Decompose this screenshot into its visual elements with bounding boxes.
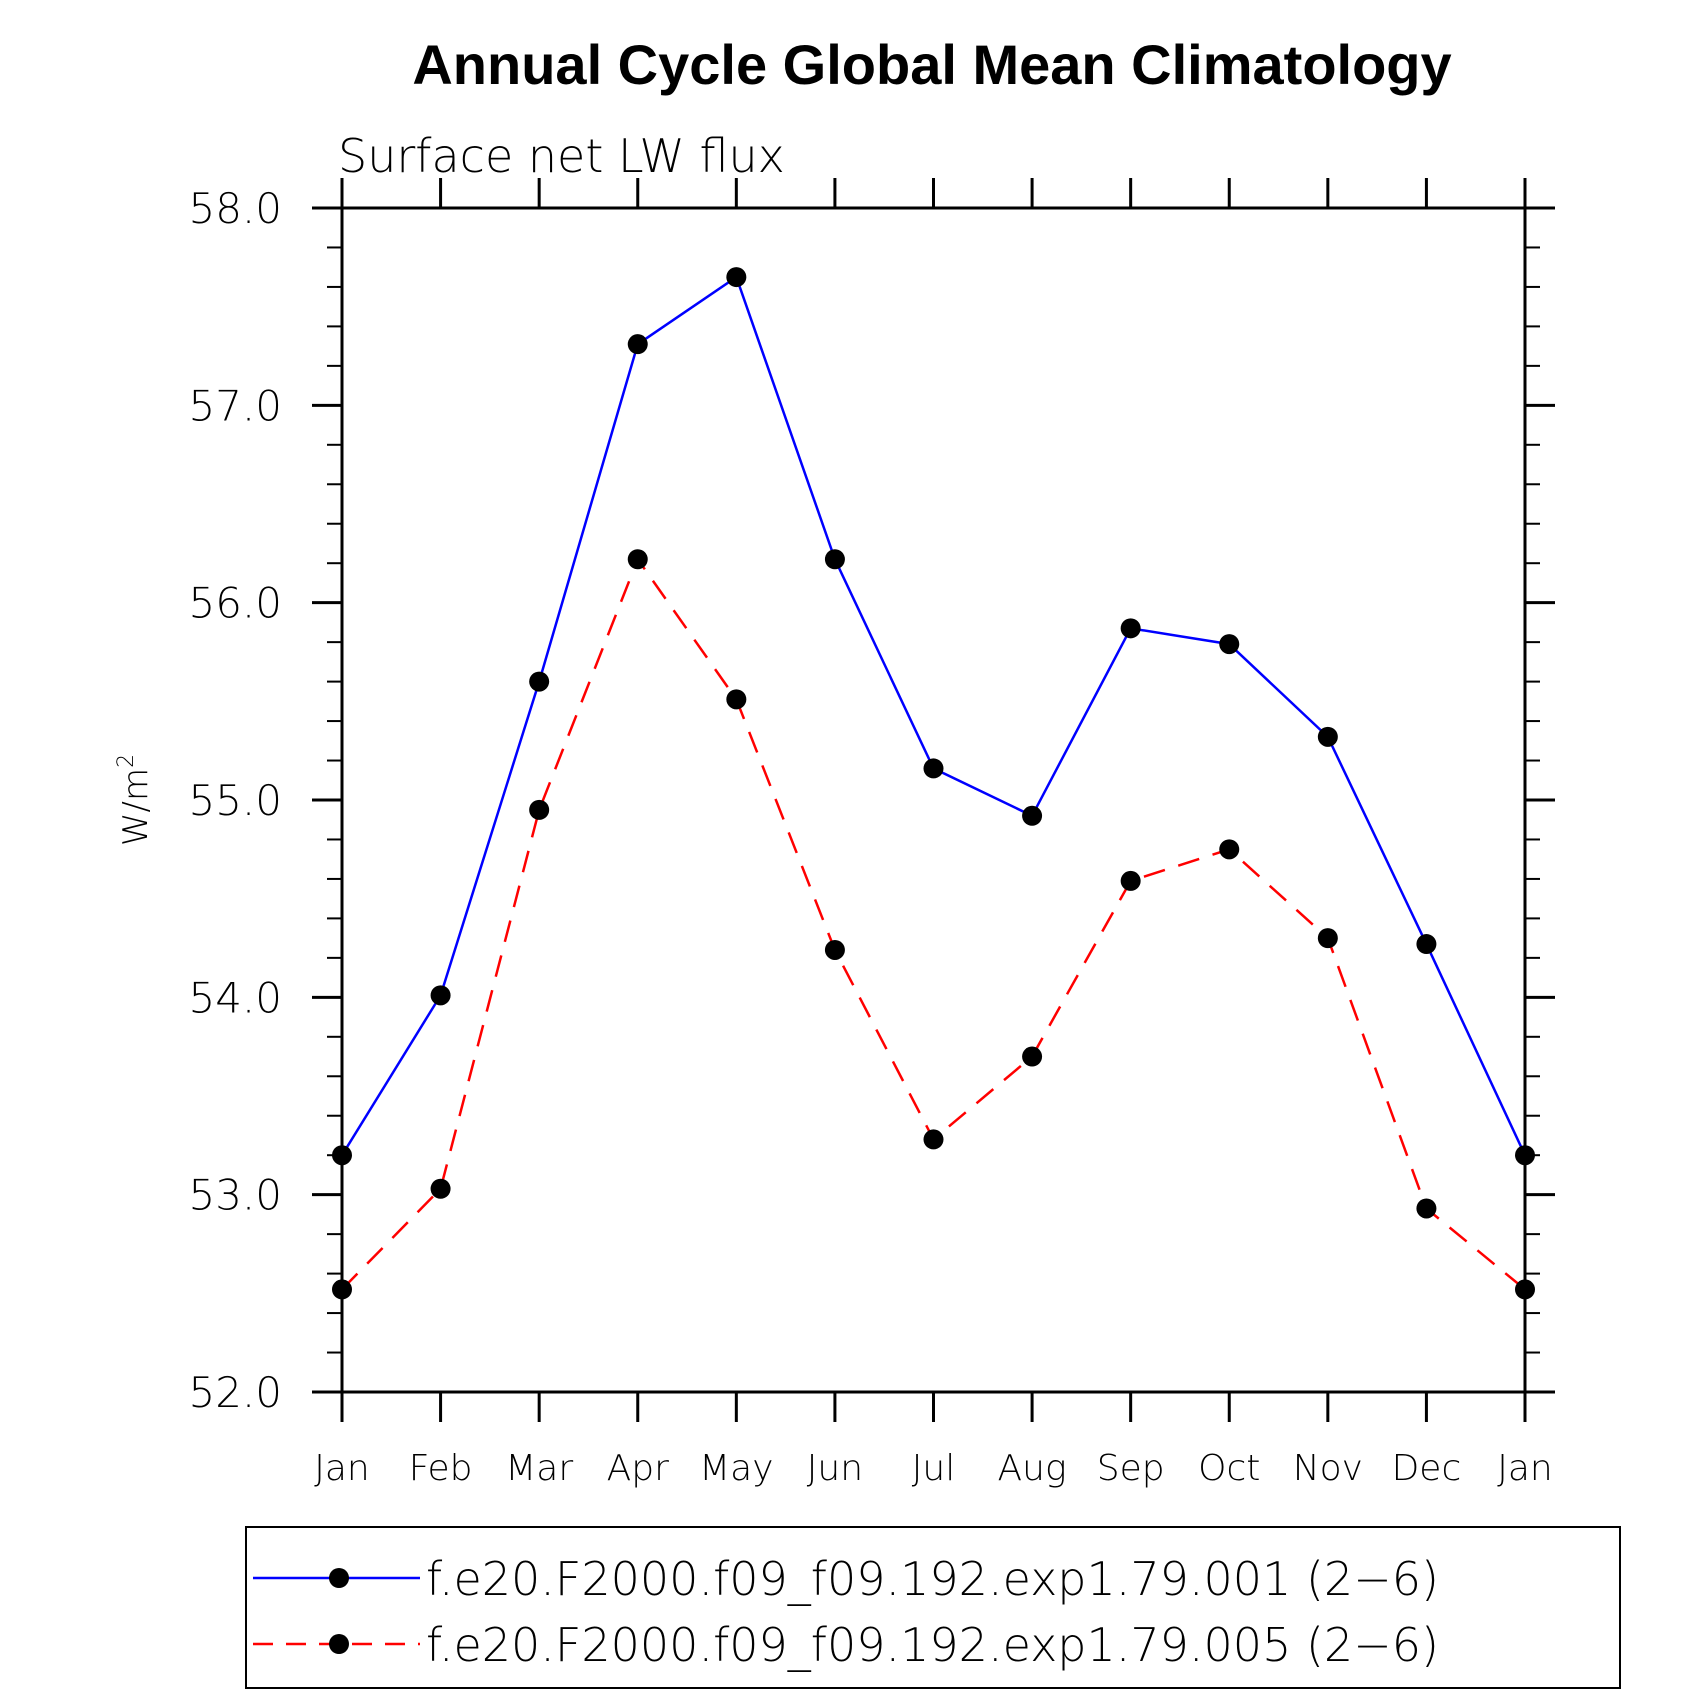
y-tick-label: 54.0 (188, 973, 282, 1022)
data-point (824, 549, 845, 570)
legend-marker (329, 1634, 349, 1654)
x-tick-label: Sep (1097, 1448, 1165, 1489)
y-tick-label: 52.0 (188, 1368, 282, 1417)
y-tick-label: 57.0 (188, 381, 282, 430)
data-point (923, 1129, 944, 1150)
data-point (726, 689, 747, 710)
x-tick-label: Aug (998, 1448, 1067, 1489)
data-point (1416, 934, 1437, 955)
data-point (1219, 839, 1240, 860)
data-point (923, 758, 944, 779)
series-line (340, 275, 1527, 1156)
data-point (332, 1145, 352, 1166)
data-point (430, 985, 451, 1006)
data-point (1120, 870, 1141, 891)
x-tick-label: Nov (1293, 1448, 1363, 1489)
y-tick-label: 55.0 (188, 776, 282, 825)
x-tick-label: Mar (505, 1448, 573, 1489)
legend-box (245, 1526, 1621, 1689)
x-tick-label: Jul (912, 1448, 955, 1489)
legend: f.e20.F2000.f09_f09.192.exp1.79.001 (2−6… (245, 1526, 1621, 1689)
data-point (1219, 634, 1240, 655)
data-point (824, 939, 845, 960)
series-2 (332, 549, 1535, 1300)
data-point (1317, 928, 1338, 949)
data-point (1022, 1046, 1043, 1067)
chart-subtitle: Surface net LW flux (338, 129, 785, 183)
x-tick-label: Jan (314, 1448, 370, 1489)
data-point (726, 267, 747, 288)
data-point (1515, 1145, 1535, 1166)
x-tick-label: Jun (807, 1448, 863, 1489)
data-point (1515, 1279, 1535, 1300)
series-layer (332, 267, 1535, 1300)
data-point (1022, 805, 1043, 826)
x-tick-label: Oct (1198, 1448, 1260, 1489)
x-tick-label: Feb (409, 1448, 473, 1489)
y-axis-title: W/m2 (114, 754, 156, 846)
y-tick-label: 58.0 (188, 184, 282, 233)
data-point (1120, 618, 1141, 639)
plot-frame (340, 206, 1527, 1394)
data-point (627, 549, 648, 570)
data-point (430, 1178, 451, 1199)
data-point (529, 799, 550, 820)
chart-title: Annual Cycle Global Mean Climatology (412, 33, 1451, 96)
y-tick-label: 56.0 (188, 579, 282, 628)
x-tick-label: May (699, 1448, 773, 1489)
data-point (627, 334, 648, 355)
legend-label: f.e20.F2000.f09_f09.192.exp1.79.005 (2−6… (426, 1618, 1439, 1672)
data-point (1317, 726, 1338, 747)
series-line (341, 556, 1526, 1291)
x-tick-label: Apr (607, 1448, 669, 1489)
x-tick-label: Jan (1497, 1448, 1553, 1489)
legend-label: f.e20.F2000.f09_f09.192.exp1.79.001 (2−6… (426, 1552, 1439, 1606)
y-axis-label: W/m2 (114, 754, 156, 846)
data-point (1416, 1198, 1437, 1219)
data-point (332, 1279, 352, 1300)
plot-axes: 52.0 53.0 54.0 55.0 56.0 57.0 58.0 Jan Feb Mar Apr… (188, 178, 1555, 1489)
x-tick-label: Dec (1392, 1448, 1462, 1489)
legend-marker (329, 1568, 349, 1588)
series-1 (332, 267, 1535, 1166)
data-point (529, 671, 550, 692)
y-tick-label: 53.0 (188, 1171, 282, 1220)
